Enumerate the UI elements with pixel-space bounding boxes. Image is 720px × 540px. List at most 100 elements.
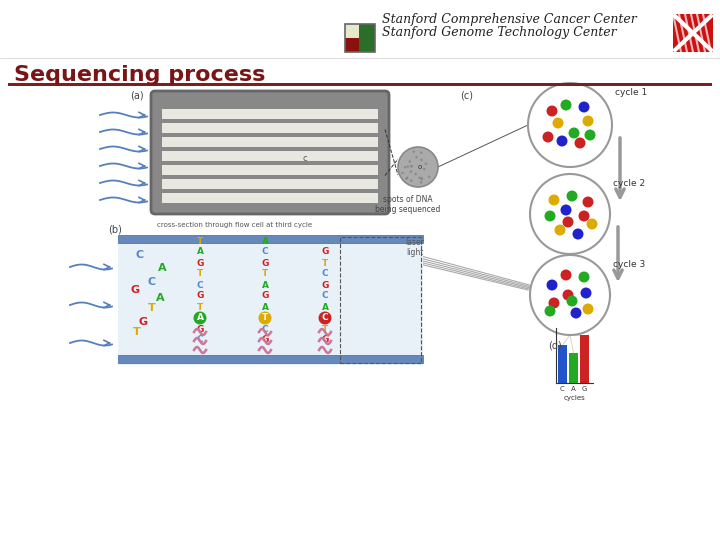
Bar	[345, 38, 359, 52]
Circle shape	[425, 163, 427, 165]
Text: G: G	[130, 285, 140, 295]
Bar	[345, 24, 359, 38]
Text: G: G	[321, 247, 329, 256]
Text: (d): (d)	[548, 340, 562, 350]
Text: A: A	[261, 302, 269, 312]
Circle shape	[194, 312, 207, 325]
Text: T: T	[262, 314, 268, 322]
Circle shape	[560, 99, 572, 111]
Bar	[162, 165, 378, 175]
Text: C: C	[197, 280, 203, 289]
Bar	[359, 38, 375, 52]
Bar	[118, 235, 423, 365]
Text: o: o	[418, 164, 422, 170]
Circle shape	[544, 306, 556, 316]
Text: A: A	[571, 386, 576, 392]
Circle shape	[544, 211, 556, 221]
Text: spots of DNA
being sequenced: spots of DNA being sequenced	[375, 195, 441, 214]
Text: C: C	[322, 292, 328, 300]
Circle shape	[406, 177, 408, 179]
Text: (a): (a)	[130, 91, 143, 101]
Text: A: A	[197, 247, 204, 256]
Text: G: G	[321, 335, 329, 345]
Bar	[162, 137, 378, 147]
Bar	[0, 0, 720, 60]
Text: T: T	[262, 269, 268, 279]
Circle shape	[546, 280, 557, 291]
Circle shape	[420, 151, 423, 154]
Text: G: G	[197, 259, 204, 267]
Circle shape	[258, 312, 271, 325]
Bar	[162, 179, 378, 189]
Circle shape	[530, 255, 610, 335]
Circle shape	[560, 205, 572, 215]
Circle shape	[585, 130, 595, 140]
Circle shape	[410, 179, 413, 182]
Circle shape	[567, 295, 577, 307]
Text: A: A	[197, 314, 204, 322]
Circle shape	[415, 173, 417, 176]
Text: C: C	[560, 386, 565, 392]
Text: G: G	[582, 386, 588, 392]
Text: T: T	[133, 327, 141, 337]
Circle shape	[415, 156, 418, 159]
Text: T: T	[322, 259, 328, 267]
Circle shape	[420, 177, 423, 179]
Circle shape	[575, 138, 585, 148]
Bar	[673, 14, 713, 52]
Circle shape	[410, 165, 413, 167]
Text: C: C	[322, 314, 328, 322]
Bar	[118, 235, 423, 243]
Circle shape	[572, 228, 583, 240]
Bar	[162, 151, 378, 161]
Text: G: G	[197, 325, 204, 334]
Circle shape	[528, 83, 612, 167]
Text: A: A	[261, 280, 269, 289]
Circle shape	[582, 116, 593, 126]
Text: T: T	[322, 325, 328, 334]
Circle shape	[557, 136, 567, 146]
Bar	[8, 83, 712, 86]
Text: C: C	[197, 335, 203, 345]
Text: T: T	[197, 269, 203, 279]
Text: A: A	[322, 302, 328, 312]
FancyBboxPatch shape	[151, 91, 389, 214]
Text: A: A	[156, 293, 164, 303]
Circle shape	[401, 172, 404, 174]
Text: C: C	[148, 277, 156, 287]
Text: cross-section through flow cell at third cycle: cross-section through flow cell at third…	[158, 222, 312, 228]
Circle shape	[582, 303, 593, 314]
Circle shape	[562, 289, 574, 300]
Text: (c): (c)	[460, 91, 473, 101]
Text: (b): (b)	[108, 225, 122, 235]
Text: C: C	[261, 325, 269, 334]
Circle shape	[562, 217, 574, 227]
Bar	[340, 237, 421, 363]
Circle shape	[542, 132, 554, 143]
Circle shape	[420, 178, 423, 180]
Circle shape	[423, 168, 426, 170]
Text: G: G	[261, 335, 269, 345]
Circle shape	[410, 165, 413, 167]
Circle shape	[546, 105, 557, 117]
Text: Sequencing process: Sequencing process	[14, 65, 266, 85]
Circle shape	[530, 174, 610, 254]
Text: T: T	[197, 302, 203, 312]
Bar	[569, 353, 578, 383]
Text: A: A	[261, 237, 269, 246]
Circle shape	[549, 298, 559, 308]
Text: Stanford Comprehensive Cancer Center: Stanford Comprehensive Cancer Center	[382, 13, 636, 26]
Circle shape	[552, 118, 564, 129]
Circle shape	[567, 191, 577, 201]
Circle shape	[418, 177, 420, 179]
Text: C: C	[322, 237, 328, 246]
Circle shape	[413, 151, 415, 153]
Circle shape	[420, 159, 423, 161]
Text: T: T	[197, 237, 203, 246]
Circle shape	[410, 170, 412, 173]
Circle shape	[549, 194, 559, 206]
Circle shape	[580, 287, 592, 299]
Circle shape	[582, 197, 593, 207]
Text: cycle 1: cycle 1	[615, 88, 647, 97]
Text: Stanford Genome Technology Center: Stanford Genome Technology Center	[382, 26, 616, 39]
